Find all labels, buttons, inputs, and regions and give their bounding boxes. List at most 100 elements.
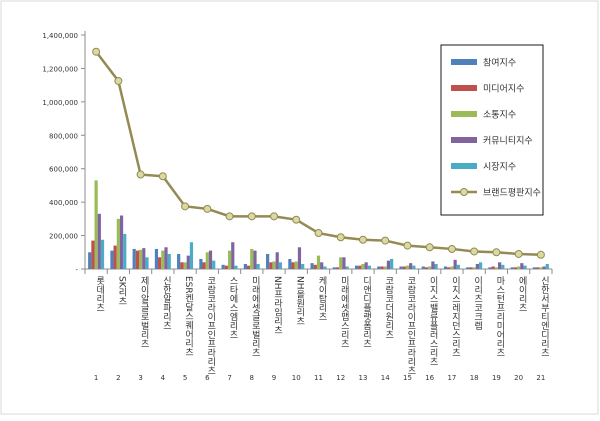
bar-2 bbox=[358, 265, 362, 269]
x-rank-label: 5 bbox=[183, 374, 187, 382]
trend-point bbox=[336, 233, 345, 242]
bar-4 bbox=[275, 252, 279, 269]
bar-3 bbox=[272, 261, 276, 269]
legend-label: 브랜드평판지수 bbox=[483, 188, 541, 199]
x-rank-label: 8 bbox=[250, 374, 254, 382]
bar-5 bbox=[256, 263, 260, 269]
x-category-label: NH올원리츠 bbox=[294, 276, 304, 326]
x-category-label: 제이알글로벌리츠 bbox=[139, 276, 149, 348]
bar-5 bbox=[278, 262, 283, 269]
x-rank-label: 20 bbox=[514, 374, 523, 382]
bar-2 bbox=[246, 265, 251, 269]
bar-1 bbox=[132, 248, 136, 269]
legend-box bbox=[440, 44, 544, 216]
bar-2 bbox=[380, 266, 384, 269]
bar-4 bbox=[231, 242, 235, 269]
x-category-label: 에이리츠 bbox=[517, 276, 527, 312]
bar-5 bbox=[545, 263, 549, 269]
bar-3 bbox=[428, 266, 432, 269]
bar-1 bbox=[488, 267, 492, 269]
bar-3 bbox=[183, 262, 187, 269]
x-category-label: 미래에셋글로벌리츠 bbox=[250, 276, 260, 357]
bar-5 bbox=[523, 265, 527, 269]
trend-point bbox=[270, 212, 279, 221]
bar-5 bbox=[390, 258, 394, 269]
bar-3 bbox=[138, 249, 143, 269]
y-axis: - 200,000 400,000 600,000 800,000 1,000,000 1,… bbox=[42, 31, 86, 274]
bar-5 bbox=[501, 264, 505, 269]
bar-5 bbox=[100, 239, 105, 269]
bar-4 bbox=[453, 259, 457, 269]
bar-1 bbox=[154, 248, 159, 269]
x-rank-label: 9 bbox=[272, 374, 276, 382]
x-category-label: 신한알파리츠 bbox=[161, 276, 171, 330]
trend-point bbox=[447, 244, 456, 253]
x-category-label: NH프라임리츠 bbox=[272, 276, 282, 335]
trend-point bbox=[425, 243, 434, 252]
trend-point bbox=[358, 235, 367, 244]
x-category-label: 코람코라이프인프라리츠 bbox=[205, 276, 215, 375]
bar-5 bbox=[434, 263, 438, 269]
bar-3 bbox=[361, 263, 365, 269]
bar-3 bbox=[94, 180, 98, 269]
bar-3 bbox=[517, 266, 521, 269]
x-category-label: 케이탑리츠 bbox=[317, 276, 327, 321]
bar-2 bbox=[491, 266, 495, 269]
legend-label: 커뮤니티지수 bbox=[483, 136, 533, 147]
x-rank-label: 16 bbox=[425, 374, 434, 382]
bar-1 bbox=[199, 258, 203, 269]
bar-5 bbox=[234, 265, 238, 269]
x-axis: 롯데리츠 1 SK리츠 2 제이알글로벌리츠 3 신한알파리츠 4 ESR켄달스퀘어리츠 5 코람코… bbox=[84, 268, 553, 382]
y-tick-label: 1,000,000 bbox=[42, 99, 78, 107]
bar-2 bbox=[536, 267, 540, 269]
x-rank-label: 2 bbox=[116, 374, 120, 382]
bar-4 bbox=[97, 213, 101, 269]
bar-3 bbox=[227, 250, 232, 269]
bar-2 bbox=[313, 264, 317, 269]
bar-2 bbox=[335, 267, 340, 269]
x-rank-label: 14 bbox=[381, 374, 390, 382]
legend-swatch bbox=[451, 85, 477, 91]
bar-4 bbox=[542, 266, 546, 269]
bar-1 bbox=[443, 266, 448, 269]
legend-label: 소통지수 bbox=[483, 110, 516, 121]
bar-4 bbox=[364, 262, 368, 269]
x-rank-label: 18 bbox=[470, 374, 479, 382]
x-rank-label: 19 bbox=[492, 374, 501, 382]
bar-4 bbox=[498, 262, 502, 269]
bar-2 bbox=[447, 267, 451, 269]
bar-1 bbox=[288, 258, 292, 269]
bar-2 bbox=[113, 245, 117, 269]
trend-point bbox=[492, 248, 501, 257]
bar-3 bbox=[250, 248, 254, 269]
bar-2 bbox=[202, 262, 206, 269]
x-rank-label: 6 bbox=[205, 374, 210, 382]
bar-3 bbox=[294, 261, 298, 269]
legend-swatch bbox=[451, 163, 477, 169]
legend-swatch bbox=[451, 111, 477, 117]
x-category-label: 이리츠코크렙 bbox=[472, 276, 482, 330]
bar-4 bbox=[142, 248, 146, 269]
bar-5 bbox=[167, 253, 171, 269]
bar-3 bbox=[205, 252, 209, 269]
x-category-label: ESR켄달스퀘어리츠 bbox=[183, 276, 193, 357]
bar-2 bbox=[135, 250, 139, 269]
x-category-label: 신한서부티엔디리츠 bbox=[539, 276, 549, 357]
y-tick-label: - bbox=[75, 266, 78, 274]
legend-label: 시장지수 bbox=[483, 162, 516, 173]
bar-3 bbox=[339, 257, 343, 269]
bar-5 bbox=[301, 263, 305, 269]
bar-3 bbox=[539, 267, 543, 269]
trend-point bbox=[158, 172, 167, 181]
x-rank-label: 7 bbox=[227, 374, 231, 382]
x-rank-label: 4 bbox=[161, 374, 166, 382]
x-category-label: 이지스레지던스리츠 bbox=[450, 276, 460, 357]
bar-5 bbox=[145, 257, 149, 269]
bar-1 bbox=[266, 253, 270, 269]
bar-3 bbox=[405, 265, 410, 269]
bar-4 bbox=[431, 261, 435, 269]
trend-point bbox=[403, 241, 412, 250]
